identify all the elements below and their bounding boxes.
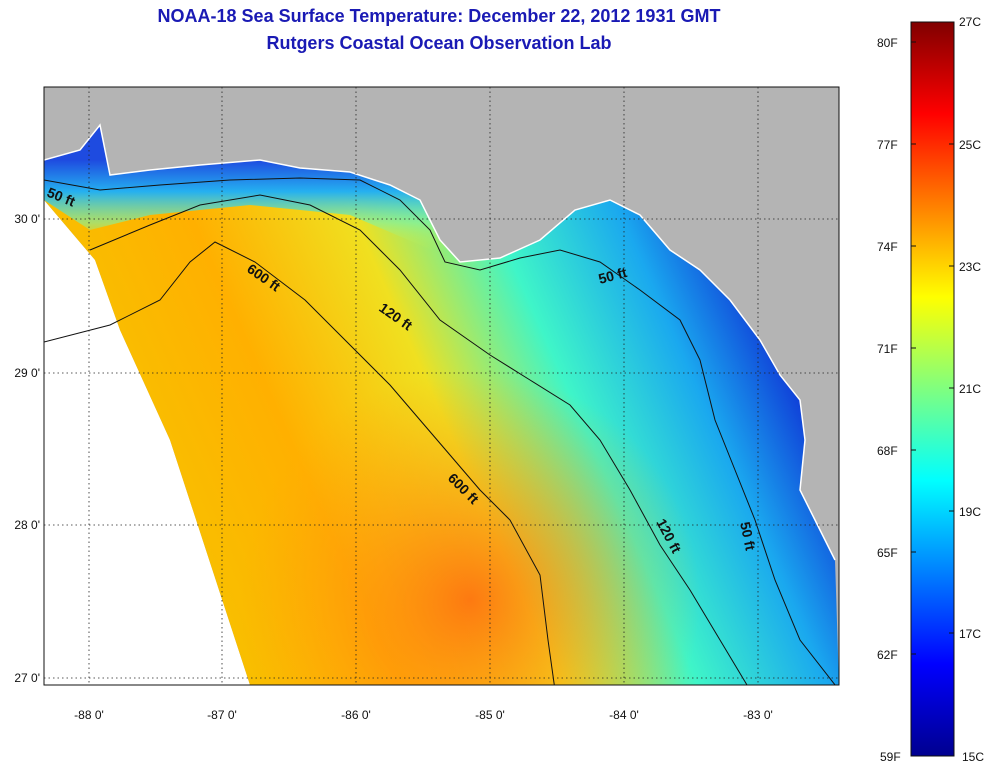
colorbar-label-f: 74F — [877, 240, 898, 254]
contour-label: 50 ft — [597, 264, 629, 287]
map-subtitle: Rutgers Coastal Ocean Observation Lab — [266, 33, 612, 53]
lat-tick-label: 27 0' — [14, 671, 40, 685]
lon-tick-label: -83 0' — [743, 708, 773, 722]
colorbar-ticks — [911, 41, 954, 655]
contour-50ft-west — [44, 177, 836, 685]
colorbar-label-c: 25C — [959, 138, 982, 152]
colorbar-label-f: 65F — [877, 546, 898, 560]
colorbar-label-c: 23C — [959, 260, 982, 274]
warm-core — [44, 125, 839, 685]
plot-frame — [43, 86, 840, 686]
nearshore-cool-band — [44, 125, 460, 262]
colorbar-label-c: 15C — [962, 750, 985, 764]
colorbar-label-f: 77F — [877, 138, 898, 152]
colorbar-label-f: 62F — [877, 648, 898, 662]
colorbar-label-c: 17C — [959, 627, 982, 641]
lon-tick-label: -85 0' — [475, 708, 505, 722]
colorbar-label-c: 21C — [959, 382, 982, 396]
lon-tick-label: -88 0' — [74, 708, 104, 722]
lat-tick-label: 29 0' — [14, 366, 40, 380]
temperature-colorbar — [910, 21, 955, 757]
lat-tick-label: 28 0' — [14, 518, 40, 532]
contour-label: 50 ft — [737, 520, 759, 552]
colorbar-label-c: 19C — [959, 505, 982, 519]
contour-600ft — [44, 241, 555, 685]
graticule — [44, 87, 839, 685]
coastline — [44, 123, 836, 561]
map-title: NOAA-18 Sea Surface Temperature: Decembe… — [157, 6, 721, 26]
lon-tick-label: -87 0' — [207, 708, 237, 722]
contour-120ft — [89, 194, 748, 685]
colorbar-label-f: 71F — [877, 342, 898, 356]
colorbar-label-c: 27C — [959, 15, 982, 29]
colorbar-label-f: 59F — [880, 750, 901, 764]
no-data-region — [44, 200, 250, 685]
colorbar-label-f: 68F — [877, 444, 898, 458]
lat-tick-label: 30 0' — [14, 212, 40, 226]
lon-tick-label: -86 0' — [341, 708, 371, 722]
colorbar-label-f: 80F — [877, 36, 898, 50]
lon-tick-label: -84 0' — [609, 708, 639, 722]
